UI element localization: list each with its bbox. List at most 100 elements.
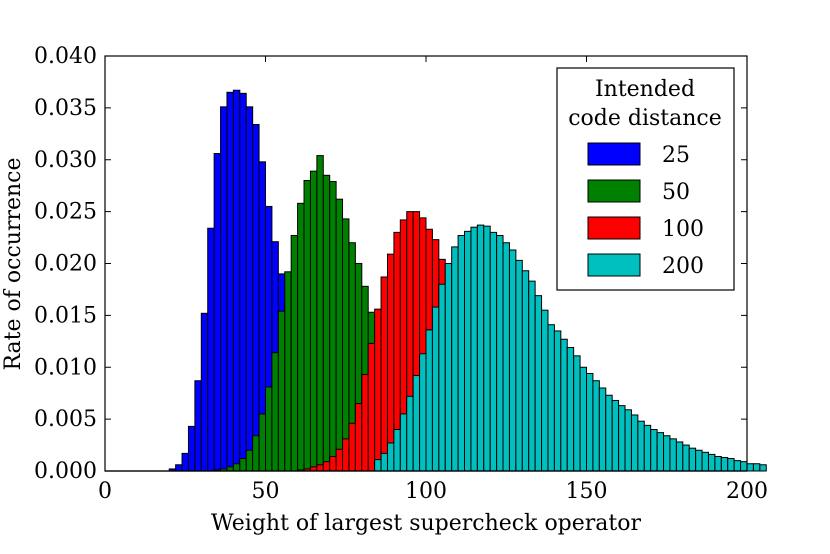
bar-100-bin-74 [342, 438, 350, 472]
bar-200-bin-94 [406, 395, 414, 472]
bar-100-bin-76 [348, 422, 356, 472]
bar-50-bin-40 [232, 463, 241, 472]
x-tick-label: 200 [726, 479, 768, 504]
y-tick-label: 0.030 [34, 148, 97, 173]
bar-200-bin-118 [483, 225, 491, 472]
bar-200-bin-110 [457, 234, 466, 472]
legend-box [556, 67, 735, 291]
bar-200-bin-108 [451, 246, 459, 472]
bar-50-bin-44 [245, 449, 254, 472]
bar-200-bin-188 [707, 453, 716, 472]
bar-25-bin-26 [187, 425, 196, 472]
bar-200-bin-152 [592, 380, 600, 472]
bar-25-bin-46 [252, 123, 260, 472]
bar-200-bin-106 [444, 263, 453, 472]
y-tick-label: 0.035 [34, 96, 97, 121]
bar-200-bin-120 [489, 231, 498, 472]
bar-200-bin-126 [508, 249, 517, 472]
bar-25-bin-44 [245, 106, 254, 472]
bar-200-bin-180 [682, 444, 690, 472]
bar-200-bin-154 [598, 387, 607, 472]
bar-200-bin-198 [740, 461, 748, 472]
legend-swatch-25 [587, 142, 641, 166]
bar-200-bin-156 [605, 394, 613, 472]
legend-label-100: 100 [662, 217, 704, 242]
legend-title-line-2: code distance [568, 106, 722, 131]
bar-25-bin-32 [207, 227, 215, 472]
bar-50-bin-38 [226, 466, 234, 472]
bar-100-bin-66 [316, 464, 324, 472]
bar-50-bin-50 [265, 386, 273, 472]
bar-100-bin-88 [386, 253, 395, 472]
bar-200-bin-116 [476, 224, 485, 472]
bar-200-bin-130 [521, 270, 530, 472]
legend-swatch-200 [587, 253, 641, 277]
bar-200-bin-138 [547, 324, 555, 472]
bar-25-bin-30 [200, 312, 209, 472]
bar-200-bin-200 [746, 463, 754, 472]
legend: Intended code distance 25 50 100 200 [556, 67, 735, 291]
bar-50-bin-60 [297, 202, 305, 472]
bar-100-bin-68 [322, 461, 331, 472]
bar-50-bin-46 [252, 435, 260, 472]
bar-50-bin-66 [316, 155, 324, 472]
y-tick-label: 0.000 [34, 459, 97, 484]
bar-200-bin-114 [470, 226, 478, 472]
bar-50-bin-58 [290, 234, 299, 472]
y-tick-label: 0.015 [34, 303, 97, 328]
bar-200-bin-104 [438, 283, 446, 472]
bar-200-bin-88 [386, 442, 395, 472]
bar-50-bin-64 [309, 170, 318, 472]
y-tick-label: 0.005 [34, 407, 97, 432]
bar-50-bin-54 [277, 310, 286, 472]
bar-200-bin-134 [534, 295, 543, 472]
axis-ticks: 0 50 100 150 200 0.000 0.005 0.010 0.015 0.020 0.0… [34, 44, 768, 504]
bar-200-bin-148 [579, 366, 588, 472]
bar-25-bin-42 [239, 92, 247, 472]
bar-50-bin-62 [303, 180, 311, 472]
bar-25-bin-38 [226, 91, 234, 472]
legend-title-line-1: Intended [595, 77, 695, 102]
bar-200-bin-164 [630, 414, 639, 472]
bar-200-bin-132 [528, 280, 536, 472]
bar-200-bin-162 [624, 409, 632, 472]
bar-200-bin-86 [380, 452, 388, 472]
bar-100-bin-72 [335, 448, 344, 472]
bar-200-bin-192 [720, 457, 729, 472]
y-tick-label: 0.040 [34, 44, 97, 69]
y-tick-label: 0.020 [34, 252, 97, 277]
bar-50-bin-68 [322, 174, 331, 472]
legend-label-25: 25 [662, 143, 690, 168]
bar-200-bin-112 [464, 230, 472, 472]
legend-swatch-100 [587, 216, 641, 240]
bar-200-bin-144 [566, 347, 575, 472]
bar-200-bin-158 [611, 399, 620, 472]
bar-200-bin-122 [496, 234, 504, 472]
bar-200-bin-172 [656, 432, 665, 472]
bar-200-bin-166 [637, 420, 645, 472]
bar-100-bin-86 [380, 276, 388, 472]
bar-200-bin-176 [669, 438, 677, 472]
x-tick-label: 0 [98, 479, 112, 504]
y-tick-label: 0.025 [34, 200, 97, 225]
bar-200-bin-190 [714, 455, 722, 472]
y-axis-label: Rate of occurrence [1, 157, 26, 370]
x-axis-label: Weight of largest supercheck operator [211, 511, 642, 536]
bar-25-bin-40 [232, 89, 241, 472]
bar-200-bin-170 [650, 429, 658, 472]
bar-100-bin-70 [329, 455, 337, 472]
bar-50-bin-56 [284, 271, 292, 472]
bar-200-bin-98 [419, 353, 427, 472]
bar-200-bin-140 [553, 330, 562, 472]
bar-200-bin-204 [759, 464, 767, 472]
bar-200-bin-182 [688, 447, 697, 472]
bar-25-bin-36 [220, 106, 228, 472]
bar-50-bin-70 [329, 181, 337, 472]
bar-100-bin-82 [367, 342, 376, 472]
bar-200-bin-178 [675, 441, 684, 472]
bar-200-bin-142 [560, 338, 568, 472]
bar-200-bin-160 [618, 405, 626, 472]
bar-200-bin-168 [643, 424, 652, 472]
bar-50-bin-42 [239, 458, 247, 472]
